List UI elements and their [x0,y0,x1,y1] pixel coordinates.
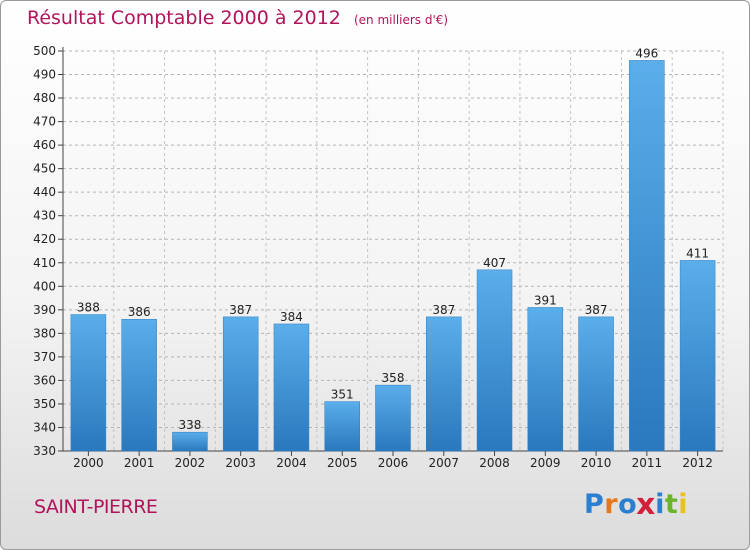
bar-2011 [629,60,665,452]
x-tick-label: 2003 [225,456,256,470]
y-tick-label: 490 [33,68,56,82]
logo-letter: x [636,487,657,522]
bar-2001 [121,318,157,452]
y-tick-label: 400 [33,279,56,293]
data-label-2012: 411 [686,246,709,260]
logo-letter: t [664,489,679,520]
x-tick-label: 2012 [682,456,713,470]
logo-letter: i [655,489,665,520]
commune-name: SAINT-PIERRE [34,496,158,518]
bar-2012 [679,260,716,452]
data-label-2006: 358 [382,371,405,385]
y-tick-label: 430 [33,209,56,223]
data-label-2010: 387 [585,303,608,317]
x-tick-label: 2001 [124,456,155,470]
bar-2010 [578,316,614,452]
x-tick-label: 2006 [378,456,409,470]
chart-unit: (en milliers d'€) [353,13,449,27]
x-tick-label: 2011 [632,456,663,470]
bar-2004 [273,323,310,452]
data-label-2002: 338 [178,418,201,432]
y-tick-label: 350 [33,397,56,411]
chart-title: Résultat Comptable 2000 à 2012 (en milli… [27,7,448,29]
bar-2003 [222,316,259,452]
data-label-2007: 387 [432,303,455,317]
y-tick-label: 420 [33,232,56,246]
data-label-2003: 387 [229,303,252,317]
y-tick-label: 380 [33,326,56,340]
data-label-2009: 391 [534,293,557,307]
logo-letter: r [604,489,619,520]
x-tick-label: 2005 [327,456,358,470]
data-label-2000: 388 [77,301,100,315]
bar-2008 [476,269,513,452]
y-tick-label: 340 [33,420,56,434]
x-tick-label: 2002 [175,456,206,470]
logo-letter: o [618,489,638,520]
logo-letter: P [584,489,605,520]
y-tick-label: 460 [33,138,56,152]
y-tick-label: 360 [33,373,56,387]
x-tick-label: 2004 [276,456,307,470]
bar-2002 [172,431,208,452]
data-label-2004: 384 [280,310,303,324]
y-tick-label: 480 [33,91,56,105]
y-tick-label: 470 [33,115,56,129]
bar-2009 [527,307,564,452]
y-tick-label: 450 [33,162,56,176]
y-tick-label: 370 [33,350,56,364]
data-label-2005: 351 [331,388,354,402]
y-tick-label: 390 [33,303,56,317]
x-tick-label: 2010 [581,456,612,470]
proxiti-logo: Proxiti [584,487,689,522]
bar-2006 [375,384,411,452]
chart-title-text: Résultat Comptable 2000 à 2012 [27,7,341,29]
bar-2005 [324,401,360,452]
bar-2007 [426,316,462,452]
bar-2000 [70,314,107,452]
y-tick-label: 500 [33,44,56,58]
x-tick-label: 2008 [479,456,510,470]
data-label-2011: 496 [635,46,658,60]
y-tick-label: 410 [33,256,56,270]
data-label-2001: 386 [128,305,151,319]
data-label-2008: 407 [483,256,506,270]
logo-letter: i [678,489,689,520]
y-tick-label: 330 [33,444,56,458]
y-tick-label: 440 [33,185,56,199]
x-tick-label: 2007 [428,456,459,470]
x-tick-label: 2009 [530,456,561,470]
x-tick-label: 2000 [73,456,104,470]
